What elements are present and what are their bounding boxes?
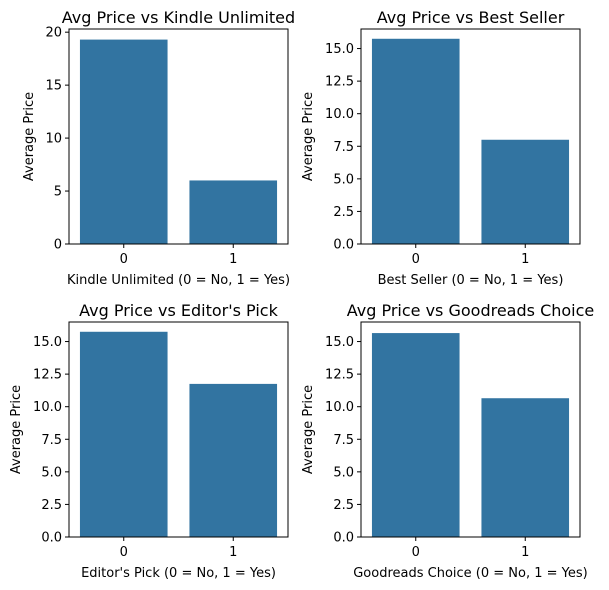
y-tick-label: 10.0 [33, 400, 62, 415]
y-tick-label: 7.5 [333, 140, 354, 155]
y-tick-label: 0.0 [41, 531, 62, 546]
y-tick-label: 15 [45, 79, 62, 94]
x-tick-label: 1 [229, 545, 237, 560]
y-tick-label: 2.5 [333, 498, 354, 513]
y-tick-label: 0.0 [333, 531, 354, 546]
y-tick-label: 5 [54, 185, 62, 200]
y-tick-label: 5.0 [333, 172, 354, 187]
x-tick-label: 1 [521, 252, 529, 267]
bar-1 [189, 180, 278, 244]
chart-panel-2: 0.0 2.5 5.0 7.5 10.0 12.5 15.0 0 1 Avg Price vs B… [301, 8, 581, 288]
bar-0 [79, 39, 168, 245]
y-tick-label: 5.0 [41, 465, 62, 480]
bar-1 [189, 383, 278, 537]
x-tick-label: 0 [120, 545, 128, 560]
y-tick-label: 0.0 [333, 238, 354, 253]
y-tick-label: 15.0 [33, 335, 62, 350]
y-tick-label: 12.5 [325, 75, 354, 90]
y-axis-label: Average Price [9, 385, 24, 474]
chart-title: Avg Price vs Kindle Unlimited [62, 8, 295, 27]
x-tick-label: 1 [229, 252, 237, 267]
y-axis-label: Average Price [301, 92, 316, 181]
y-tick-label: 7.5 [333, 433, 354, 448]
bar-0 [79, 331, 168, 537]
x-tick-label: 0 [412, 252, 420, 267]
y-tick-label: 15.0 [325, 335, 354, 350]
y-tick-label: 7.5 [41, 433, 62, 448]
y-tick-label: 5.0 [333, 465, 354, 480]
y-tick-label: 0 [54, 238, 62, 253]
x-axis-label: Best Seller (0 = No, 1 = Yes) [378, 273, 564, 288]
chart-panel-1: 0 5 10 15 20 0 1 Avg Price vs Kindle Unlimited K… [22, 8, 295, 288]
y-tick-label: 2.5 [41, 498, 62, 513]
chart-title: Avg Price vs Goodreads Choice [347, 301, 595, 320]
y-axis-label: Average Price [301, 385, 316, 474]
chart-panel-3: 0.0 2.5 5.0 7.5 10.0 12.5 15.0 0 1 Avg Price vs E… [9, 301, 289, 581]
x-tick-label: 1 [521, 545, 529, 560]
plot-frame [68, 321, 289, 538]
y-tick-label: 12.5 [325, 368, 354, 383]
y-tick-label: 15.0 [325, 42, 354, 57]
chart-title: Avg Price vs Editor's Pick [79, 301, 278, 320]
plot-frame [360, 321, 581, 538]
plot-frame [360, 28, 581, 245]
x-tick-label: 0 [412, 545, 420, 560]
y-tick-label: 20 [45, 26, 62, 41]
y-axis-label: Average Price [22, 92, 37, 181]
chart-title: Avg Price vs Best Seller [377, 8, 565, 27]
chart-panel-4: 0.0 2.5 5.0 7.5 10.0 12.5 15.0 0 1 Avg Price vs G… [301, 301, 594, 581]
x-axis-label: Goodreads Choice (0 = No, 1 = Yes) [353, 566, 588, 581]
bar-1 [481, 398, 570, 537]
bar-0 [371, 333, 460, 537]
bar-1 [481, 139, 570, 244]
y-tick-label: 10.0 [325, 107, 354, 122]
x-axis-label: Kindle Unlimited (0 = No, 1 = Yes) [67, 273, 290, 288]
plot-frame [68, 28, 289, 245]
x-axis-label: Editor's Pick (0 = No, 1 = Yes) [81, 566, 276, 581]
x-tick-label: 0 [120, 252, 128, 267]
y-tick-label: 10.0 [325, 400, 354, 415]
bar-0 [371, 38, 460, 244]
y-tick-label: 2.5 [333, 205, 354, 220]
y-tick-label: 12.5 [33, 368, 62, 383]
y-tick-label: 10 [45, 132, 62, 147]
